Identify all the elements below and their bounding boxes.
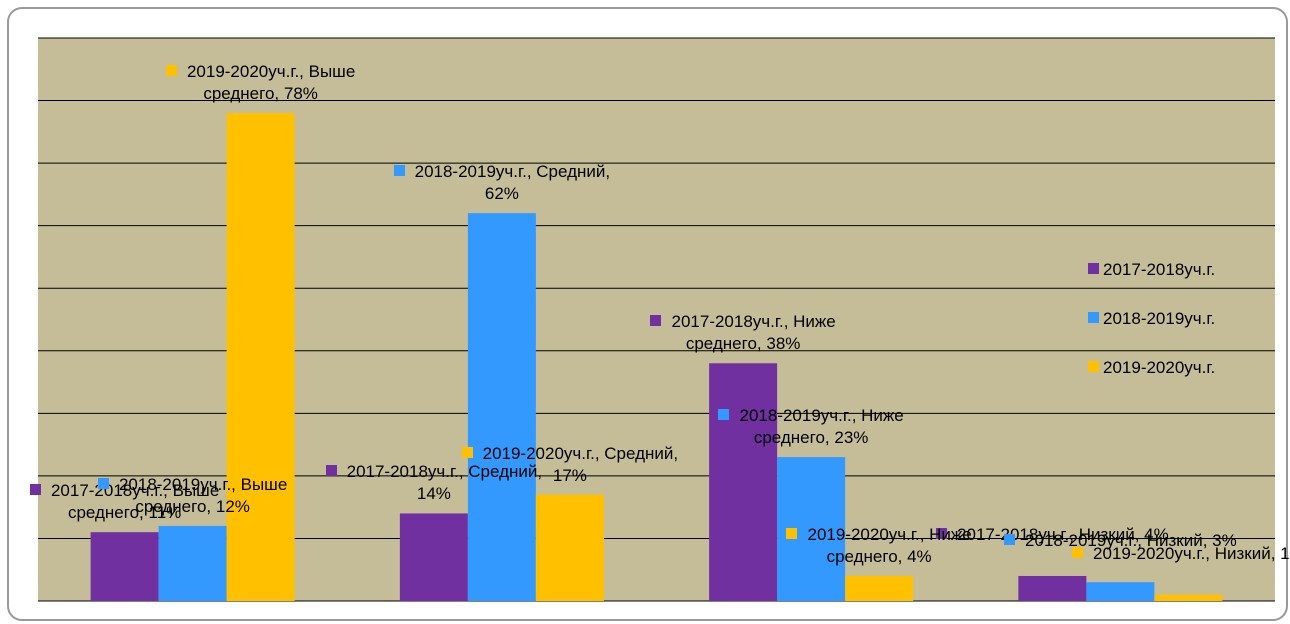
data-label: 2019-2020уч.г., Выше среднего, 78% [136,61,386,105]
data-label: 2018-2019уч.г., Средний, 62% [377,161,627,205]
data-label: 2019-2020уч.г., Ниже среднего, 4% [754,524,1004,568]
data-label-text: 2019-2020уч.г., Средний, 17% [482,443,679,485]
legend-label: 2019-2020уч.г. [1103,358,1216,377]
data-label: 2017-2018уч.г., Средний, 14% [309,461,559,505]
bar [226,113,295,602]
data-label: 2018-2019уч.г., Ниже среднего, 23% [686,405,936,449]
data-label: 2017-2018уч.г., Ниже среднего, 38% [618,311,868,355]
bar [399,513,468,601]
label-marker [461,446,473,458]
data-label-text: 2019-2020уч.г., Низкий, 1% [1093,543,1290,563]
bar [1154,594,1223,601]
data-label-text: 2018-2019уч.г., Выше среднего, 12% [118,474,288,516]
label-marker [325,465,337,477]
label-marker [165,65,177,77]
bar [158,525,227,601]
label-marker [718,409,730,421]
data-label: 2018-2019уч.г., Низкий, 3% [995,530,1245,552]
bar [1018,575,1087,601]
label-marker [97,477,109,489]
legend-marker [1088,361,1099,372]
label-marker [29,484,41,496]
legend-marker [1088,312,1099,323]
data-label: 2019-2020уч.г., Средний, 17% [445,443,695,487]
label-marker [786,527,798,539]
legend-label: 2017-2018уч.г. [1103,260,1216,279]
label-marker [1072,546,1084,558]
data-label-text: 2018-2019уч.г., Низкий, 3% [1025,531,1237,551]
bar [90,532,159,601]
legend-label: 2018-2019уч.г. [1103,309,1216,328]
bar [845,575,914,601]
data-label: 2019-2020уч.г., Низкий, 1% [1063,543,1290,565]
data-label-text: 2019-2020уч.г., Ниже среднего, 4% [807,524,972,566]
bar [467,213,536,601]
bar [709,363,778,601]
data-label-text: 2019-2020уч.г., Выше среднего, 78% [186,62,356,104]
data-label: 2017-2018уч.г., Выше среднего, 11% [0,480,250,524]
data-label-text: 2017-2018уч.г., Средний, 14% [346,462,543,504]
legend-marker [1088,263,1099,274]
data-label-text: 2017-2018уч.г., Выше среднего, 11% [50,481,220,523]
label-marker [1004,534,1016,546]
legend-entry: 2017-2018уч.г. [1088,260,1215,280]
legend-entry: 2018-2019уч.г. [1088,309,1215,329]
label-marker [936,527,948,539]
bar [535,494,604,601]
label-marker [393,165,405,177]
label-marker [650,315,662,327]
legend-entry: 2019-2020уч.г. [1088,358,1215,378]
data-label-text: 2018-2019уч.г., Средний, 62% [414,162,611,204]
data-label: 2018-2019уч.г., Выше среднего, 12% [68,474,318,518]
data-label-text: 2017-2018уч.г., Ниже среднего, 38% [671,312,836,354]
data-label-text: 2018-2019уч.г., Ниже среднего, 23% [739,406,904,448]
bar [1086,582,1155,601]
